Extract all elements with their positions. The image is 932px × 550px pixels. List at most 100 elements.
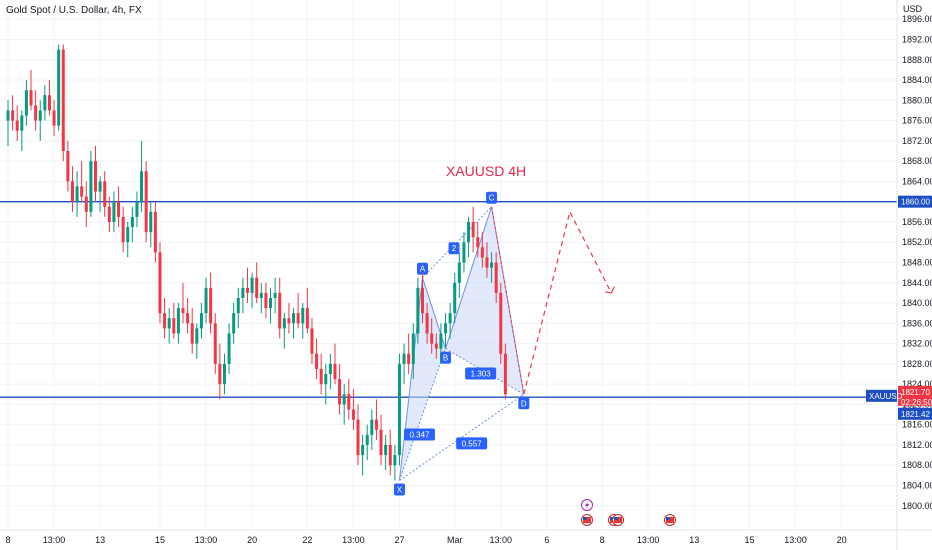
candle[interactable] [24, 80, 28, 126]
ratio-xd[interactable]: 0.557 [456, 437, 488, 450]
candle[interactable] [126, 221, 130, 258]
candle[interactable] [301, 303, 305, 339]
candle[interactable] [57, 44, 61, 131]
candle[interactable] [245, 267, 249, 304]
pattern-point-a[interactable]: A [416, 262, 428, 275]
ratio-xb[interactable]: 0.347 [403, 428, 435, 441]
candle[interactable] [195, 323, 199, 359]
candle[interactable] [305, 287, 309, 334]
candle[interactable] [457, 252, 461, 298]
candle[interactable] [282, 313, 286, 349]
candle[interactable] [204, 277, 208, 324]
candle[interactable] [227, 323, 231, 375]
candle[interactable] [273, 277, 277, 314]
candle[interactable] [222, 353, 226, 395]
pattern-point-x[interactable]: X [393, 483, 405, 496]
candle[interactable] [117, 186, 121, 228]
candle[interactable] [333, 343, 337, 385]
candle[interactable] [199, 303, 203, 339]
candle[interactable] [232, 303, 236, 344]
candle[interactable] [213, 313, 217, 375]
candle[interactable] [448, 303, 452, 339]
time-axis[interactable]: 8 13:00 13 15 13:00 20 22 13:00 27 Mar 13:00 6 8 13:0… [0, 529, 932, 545]
candle[interactable] [43, 85, 47, 121]
candle[interactable] [153, 201, 157, 263]
candle[interactable] [176, 303, 180, 344]
ratio-bd[interactable]: 1.303 [465, 367, 497, 380]
candle[interactable] [84, 181, 88, 228]
candle[interactable] [296, 292, 300, 329]
candle[interactable] [328, 353, 332, 390]
candle[interactable] [361, 434, 365, 476]
candle[interactable] [315, 338, 319, 380]
candle[interactable] [439, 323, 443, 364]
candle[interactable] [347, 379, 351, 420]
us-flag-icon[interactable] [612, 514, 624, 526]
candle[interactable] [144, 161, 148, 243]
candle[interactable] [416, 277, 420, 344]
candle[interactable] [490, 252, 494, 283]
pattern-point-b[interactable]: B [440, 351, 452, 364]
candle[interactable] [167, 308, 171, 344]
candle[interactable] [47, 80, 51, 116]
candle[interactable] [186, 297, 190, 334]
candle[interactable] [38, 100, 42, 141]
candle[interactable] [462, 232, 466, 273]
candle[interactable] [278, 277, 282, 339]
candle[interactable] [121, 206, 125, 253]
lightning-icon[interactable] [581, 499, 593, 511]
candle[interactable] [98, 176, 102, 212]
candle[interactable] [397, 353, 401, 466]
candle[interactable] [467, 216, 471, 258]
candle[interactable] [163, 297, 167, 339]
candle[interactable] [342, 384, 346, 425]
candle[interactable] [324, 363, 328, 405]
candle[interactable] [471, 206, 475, 253]
candle[interactable] [34, 90, 38, 131]
candle[interactable] [407, 333, 411, 375]
candle[interactable] [494, 252, 498, 304]
candle[interactable] [149, 201, 153, 248]
ratio-ac[interactable]: 2 [448, 242, 460, 255]
candle[interactable] [420, 272, 424, 324]
candle[interactable] [356, 404, 360, 466]
candle[interactable] [430, 318, 434, 354]
resistance-price-tag[interactable]: 1860.00 [898, 195, 932, 208]
candle[interactable] [66, 140, 70, 192]
candle[interactable] [411, 323, 415, 380]
us-flag-icon[interactable] [581, 514, 593, 526]
candle[interactable] [75, 171, 79, 217]
candle[interactable] [15, 105, 19, 141]
candle[interactable] [384, 434, 388, 471]
candle[interactable] [181, 282, 185, 324]
candle[interactable] [269, 287, 273, 324]
candle[interactable] [103, 171, 107, 217]
candle[interactable] [158, 242, 162, 324]
candle[interactable] [292, 308, 296, 339]
candle[interactable] [241, 277, 245, 314]
candle[interactable] [485, 242, 489, 278]
candle[interactable] [499, 282, 503, 364]
pattern-point-c[interactable]: C [486, 191, 498, 204]
candle[interactable] [425, 303, 429, 344]
candle[interactable] [190, 308, 194, 354]
candle[interactable] [434, 333, 438, 359]
candle[interactable] [444, 313, 448, 349]
support-price-tag[interactable]: 1821.42 [898, 407, 932, 420]
candle[interactable] [89, 150, 93, 217]
candle[interactable] [379, 414, 383, 466]
candle[interactable] [250, 272, 254, 309]
candle[interactable] [370, 409, 374, 451]
candle[interactable] [61, 44, 65, 162]
candle[interactable] [351, 389, 355, 430]
candle[interactable] [259, 282, 263, 314]
candle[interactable] [70, 166, 74, 212]
candle[interactable] [130, 206, 134, 243]
candle[interactable] [140, 140, 144, 212]
candle[interactable] [319, 353, 323, 395]
candle[interactable] [11, 95, 15, 131]
candle[interactable] [218, 343, 222, 400]
candle[interactable] [94, 145, 97, 202]
candle[interactable] [310, 318, 314, 364]
